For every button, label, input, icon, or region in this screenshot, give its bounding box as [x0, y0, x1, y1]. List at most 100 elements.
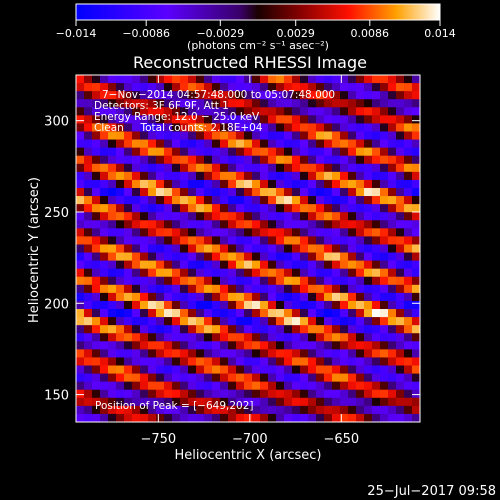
- heatmap-cell: [348, 171, 357, 181]
- heatmap-cell: [140, 309, 149, 318]
- heatmap-cell: [284, 268, 293, 278]
- heatmap-cell: [140, 397, 149, 407]
- heatmap-cell: [364, 365, 373, 374]
- heatmap-cell: [108, 268, 117, 278]
- heatmap-cell: [172, 309, 181, 318]
- heatmap-cell: [148, 204, 157, 213]
- heatmap-cell: [388, 268, 397, 278]
- heatmap-cell: [300, 284, 309, 294]
- heatmap-cell: [308, 284, 317, 294]
- heatmap-cell: [172, 171, 181, 181]
- heatmap-cell: [316, 276, 325, 286]
- heatmap-cell: [284, 397, 293, 407]
- heatmap-cell: [132, 155, 141, 165]
- heatmap-cell: [148, 139, 157, 149]
- heatmap-cell: [172, 268, 181, 278]
- heatmap-cell: [140, 139, 149, 149]
- heatmap-cell: [300, 252, 309, 261]
- heatmap-cell: [292, 284, 301, 294]
- heatmap-cell: [308, 91, 317, 100]
- heatmap-cell: [116, 220, 125, 229]
- heatmap-cell: [76, 389, 85, 399]
- heatmap-cell: [108, 284, 117, 294]
- heatmap-cell: [220, 115, 229, 124]
- heatmap-cell: [164, 187, 173, 197]
- heatmap-cell: [380, 260, 389, 270]
- heatmap-cell: [100, 405, 109, 415]
- heatmap-cell: [148, 276, 157, 286]
- heatmap-cell: [172, 397, 181, 407]
- heatmap-cell: [76, 309, 85, 318]
- heatmap-cell: [252, 325, 261, 334]
- heatmap-cell: [276, 252, 285, 261]
- heatmap-cell: [324, 99, 333, 108]
- heatmap-cell: [276, 284, 285, 294]
- heatmap-cell: [316, 220, 325, 229]
- heatmap-cell: [84, 325, 93, 334]
- heatmap-cell: [276, 204, 285, 213]
- heatmap-cell: [116, 91, 125, 100]
- heatmap-cell: [260, 397, 269, 407]
- heatmap-cell: [188, 220, 197, 229]
- heatmap-cell: [84, 373, 93, 383]
- heatmap-cell: [404, 171, 413, 181]
- heatmap-cell: [412, 212, 421, 221]
- heatmap-cell: [380, 349, 389, 358]
- heatmap-cell: [164, 365, 173, 374]
- heatmap-cell: [172, 260, 181, 270]
- heatmap-cell: [300, 333, 309, 342]
- heatmap-cell: [284, 236, 293, 245]
- heatmap-cell: [388, 236, 397, 245]
- heatmap-cell: [324, 317, 333, 326]
- heatmap-cell: [140, 147, 149, 157]
- heatmap-cell: [212, 381, 221, 391]
- heatmap-cell: [180, 123, 189, 132]
- heatmap-cell: [316, 91, 325, 100]
- heatmap-cell: [132, 357, 141, 366]
- heatmap-cell: [348, 236, 357, 245]
- heatmap-cell: [156, 204, 165, 213]
- heatmap-cell: [380, 300, 389, 310]
- heatmap-cell: [340, 341, 349, 350]
- heatmap-cell: [156, 196, 165, 205]
- heatmap-cell: [172, 325, 181, 334]
- heatmap-cell: [100, 244, 109, 253]
- heatmap-cell: [84, 365, 93, 374]
- heatmap-cell: [372, 163, 381, 173]
- heatmap-cell: [300, 341, 309, 350]
- heatmap-cell: [92, 228, 101, 237]
- heatmap-cell: [380, 83, 389, 92]
- heatmap-cell: [100, 115, 109, 124]
- heatmap-cell: [84, 317, 93, 326]
- heatmap-cell: [132, 196, 141, 205]
- heatmap-cell: [252, 212, 261, 221]
- heatmap-cell: [364, 131, 373, 140]
- heatmap-cell: [116, 99, 125, 108]
- heatmap-cell: [292, 123, 301, 132]
- heatmap-cell: [100, 187, 109, 197]
- annotation-time: 7−Nov−2014 04:57:48.000 to 05:07:48.000: [102, 89, 335, 101]
- heatmap-cell: [100, 341, 109, 350]
- heatmap-cell: [76, 171, 85, 181]
- heatmap-cell: [188, 75, 197, 84]
- heatmap-cell: [132, 187, 141, 197]
- heatmap-cell: [76, 212, 85, 221]
- heatmap-cell: [380, 365, 389, 374]
- heatmap-cell: [92, 405, 101, 415]
- heatmap-cell: [204, 325, 213, 334]
- heatmap-cell: [156, 99, 165, 108]
- heatmap-cell: [388, 179, 397, 189]
- heatmap-cell: [156, 244, 165, 253]
- heatmap-cell: [212, 284, 221, 294]
- heatmap-cell: [236, 244, 245, 253]
- heatmap-cell: [124, 131, 133, 140]
- heatmap-cell: [140, 373, 149, 383]
- heatmap-cell: [332, 244, 341, 253]
- heatmap-cell: [284, 171, 293, 181]
- heatmap-cell: [124, 171, 133, 181]
- heatmap-cell: [108, 123, 117, 132]
- heatmap-cell: [84, 284, 93, 294]
- heatmap-cell: [244, 163, 253, 173]
- heatmap-cell: [252, 236, 261, 245]
- heatmap-cell: [268, 163, 277, 173]
